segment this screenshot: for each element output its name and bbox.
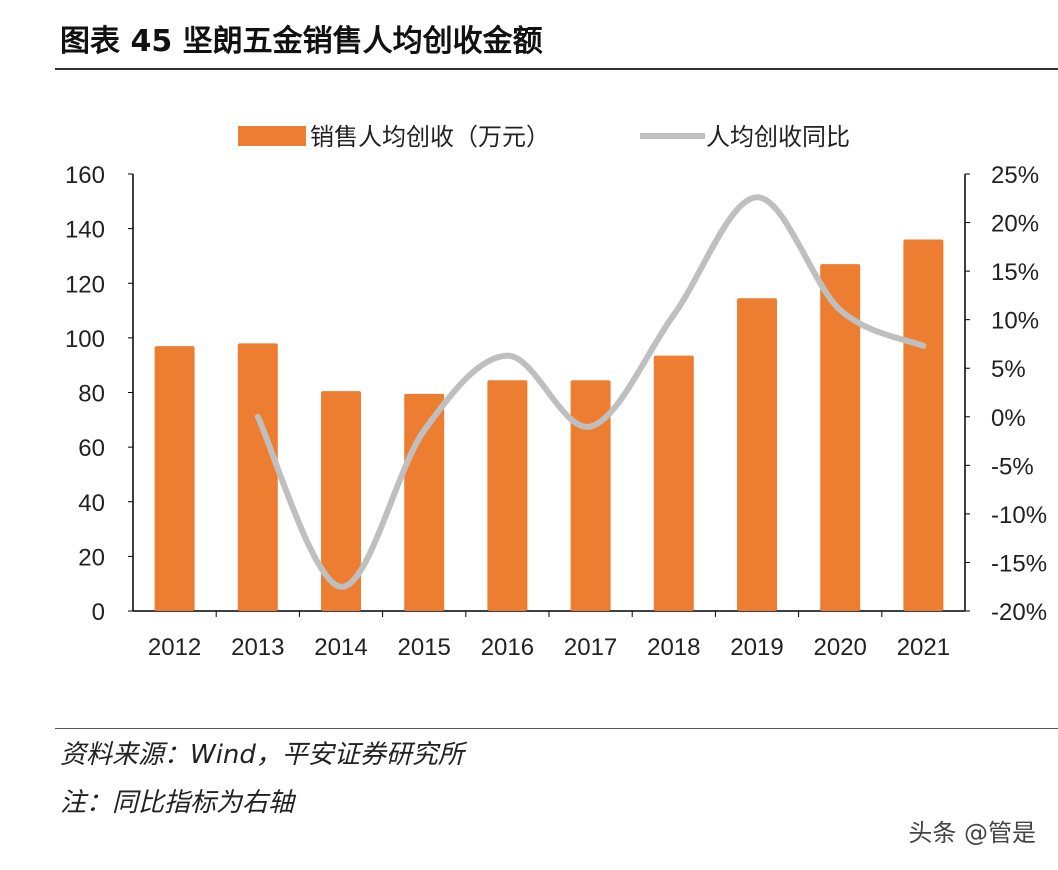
x-tick-label: 2018 [647,634,700,661]
left-tick-label: 40 [78,490,105,517]
right-tick-label: 5% [991,356,1026,383]
left-tick-label: 100 [65,326,105,353]
right-tick-label: 25% [991,162,1039,189]
bar-2012 [154,346,195,611]
bar-2019 [737,298,777,611]
right-tick-label: 10% [991,308,1039,335]
x-tick-label: 2021 [897,634,950,661]
line-series-yoy [254,194,927,590]
left-tick-label: 80 [78,381,105,408]
bar-2018 [653,355,694,611]
right-tick-label: 15% [991,259,1039,286]
left-tick-label: 20 [78,544,105,571]
right-tick-label: 20% [991,211,1039,238]
bar-2017 [570,380,611,611]
chart: 0 20 40 60 80 100 120 140 160 -20% -15% -10% -5% 0% 5%… [65,123,1047,661]
x-tick-label: 2019 [730,634,783,661]
x-tick-label: 2015 [398,634,451,661]
footer-divider [55,728,1058,729]
legend-swatch-bar [238,126,306,146]
x-tick-label: 2013 [231,634,284,661]
left-tick-label: 120 [65,271,105,298]
x-tick-label: 2014 [314,634,367,661]
right-tick-label: 0% [991,405,1026,432]
x-tick-label: 2012 [148,634,201,661]
watermark: 头条 @管是 [908,819,1036,847]
x-tick-label: 2020 [814,634,867,661]
x-tick-label: 2017 [564,634,617,661]
right-tick-label: -5% [991,453,1034,480]
legend-label-line: 人均创收同比 [706,123,850,151]
bar-2020 [820,264,861,611]
axis-note: 注：同比指标为右轴 [60,788,295,818]
x-tick-label: 2016 [481,634,534,661]
left-tick-label: 60 [78,435,105,462]
left-tick-label: 140 [65,217,105,244]
right-tick-label: -20% [991,599,1047,626]
bar-2014 [321,391,361,611]
bar-2013 [237,343,278,611]
left-tick-label: 160 [65,162,105,189]
right-tick-label: -10% [991,502,1047,529]
legend-label-bar: 销售人均创收（万元） [310,123,550,151]
chart-title: 图表 45 坚朗五金销售人均创收金额 [60,24,543,59]
title-divider [55,68,1058,70]
left-tick-label: 0 [92,599,105,626]
bar-2021 [903,239,944,612]
right-tick-label: -15% [991,550,1047,577]
source-note: 资料来源：Wind，平安证券研究所 [60,740,464,770]
bar-2016 [487,380,528,611]
